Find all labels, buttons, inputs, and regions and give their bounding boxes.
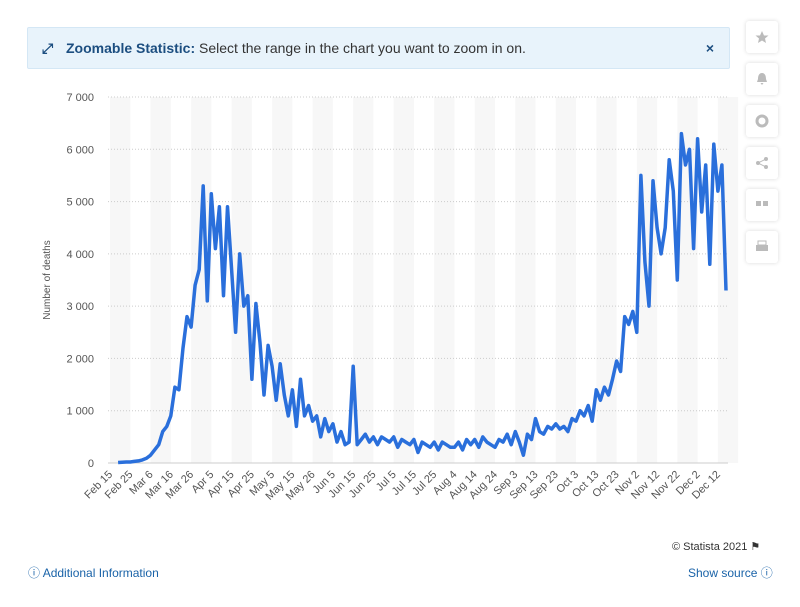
y-tick-label: 3 000: [66, 301, 94, 313]
info-text: Additional Information: [42, 566, 159, 580]
settings-button[interactable]: [746, 105, 778, 137]
band: [596, 97, 617, 463]
y-tick-label: 0: [88, 458, 94, 470]
print-button[interactable]: [746, 231, 778, 263]
band: [434, 97, 455, 463]
alert-button[interactable]: [746, 63, 778, 95]
y-tick-label: 6 000: [66, 144, 94, 156]
source-text: Show source: [688, 566, 758, 580]
close-button[interactable]: ×: [705, 40, 714, 56]
band: [110, 97, 131, 463]
y-tick-label: 1 000: [66, 406, 94, 418]
y-axis-label: Number of deaths: [42, 240, 53, 320]
y-tick-label: 4 000: [66, 249, 94, 261]
y-tick-label: 2 000: [66, 353, 94, 365]
zoom-notice: ⤢ Zoomable Statistic: Select the range in…: [27, 27, 730, 69]
band: [555, 97, 577, 463]
y-tick-label: 5 000: [66, 197, 94, 209]
band: [515, 97, 536, 463]
band: [272, 97, 293, 463]
show-source-link[interactable]: Show source ⓘ: [688, 566, 773, 580]
share-button[interactable]: [746, 147, 778, 179]
data-line: [117, 131, 728, 465]
copyright: © Statista 2021 ⚑: [672, 541, 761, 553]
band: [150, 97, 171, 463]
notice-text: Select the range in the chart you want t…: [199, 40, 526, 56]
band: [717, 97, 739, 463]
band: [474, 97, 495, 463]
band: [312, 97, 333, 463]
copyright-text: © Statista 2021: [672, 541, 748, 553]
additional-info-link[interactable]: ⓘ Additional Information: [28, 566, 159, 580]
y-tick-label: 7 000: [66, 92, 94, 104]
cite-button[interactable]: [746, 189, 778, 221]
band: [393, 97, 414, 463]
notice-title: Zoomable Statistic:: [66, 40, 196, 56]
band: [353, 97, 374, 463]
favorite-button[interactable]: [746, 21, 778, 53]
chart: Number of deaths 0 1 000 2 000 3 000 4 000 5 …: [42, 92, 739, 503]
band: [191, 97, 212, 463]
